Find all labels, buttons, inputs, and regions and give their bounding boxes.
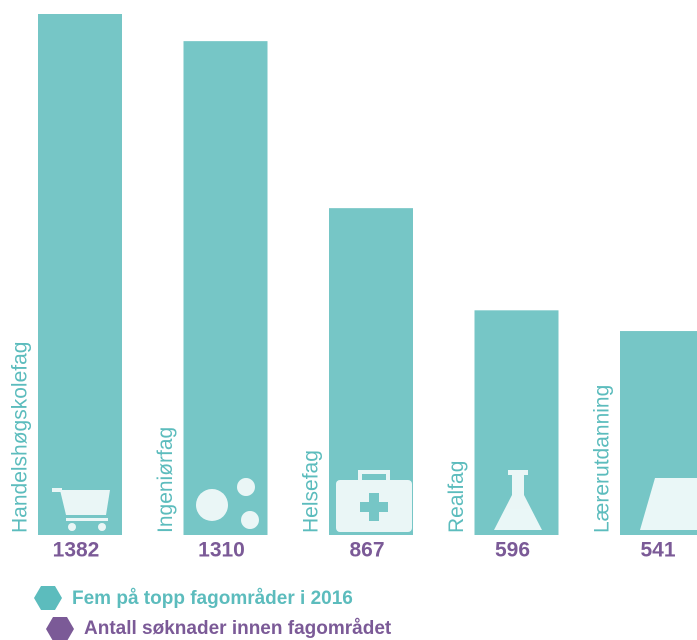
value-label: 541: [640, 539, 675, 562]
gears-icon: [196, 478, 259, 529]
legend-swatch: [34, 586, 62, 610]
value-label: 867: [349, 539, 384, 562]
category-label: Lærerutdanning: [591, 385, 614, 533]
bar: [38, 14, 122, 535]
flask-icon: [494, 470, 542, 530]
medkit-icon: [336, 470, 412, 532]
value-label: 596: [495, 539, 530, 562]
cart-icon: [52, 488, 110, 531]
category-label: Handelshøgskolefag: [9, 342, 32, 533]
category-label: Realfag: [445, 461, 468, 533]
value-label: 1310: [198, 539, 245, 562]
category-label: Helsefag: [300, 450, 323, 533]
legend-label: Fem på topp fagområder i 2016: [72, 588, 353, 609]
bar: [183, 41, 268, 535]
book-icon: [640, 478, 697, 530]
legend: Fem på topp fagområder i 2016 Antall søk…: [34, 586, 392, 640]
legend-swatch: [46, 617, 74, 640]
legend-label: Antall søknader innen fagområdet: [84, 618, 392, 639]
category-label: Ingeniørfag: [154, 427, 177, 533]
value-label: 1382: [53, 539, 100, 562]
icons: [52, 470, 697, 532]
